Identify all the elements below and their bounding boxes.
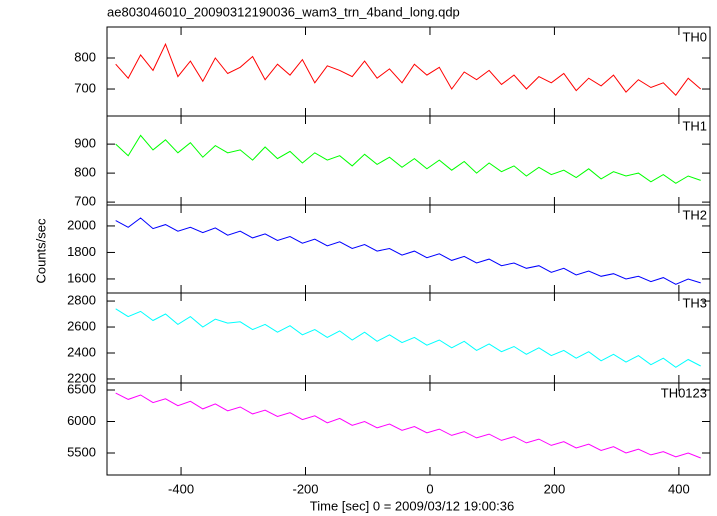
y-tick-label: 1800 — [67, 244, 96, 259]
y-tick-label: 800 — [74, 165, 96, 180]
legend-label: TH0 — [682, 29, 707, 44]
panel-frame — [106, 382, 711, 476]
x-tick-label: 400 — [668, 481, 690, 496]
y-tick-label: 700 — [74, 80, 96, 95]
x-tick-label: 0 — [426, 481, 433, 496]
y-tick-label: 6000 — [67, 413, 96, 428]
x-tick-label: 200 — [544, 481, 566, 496]
y-tick-label: 700 — [74, 194, 96, 209]
y-tick-label: 2000 — [67, 217, 96, 232]
panel-frame — [106, 115, 711, 206]
x-tick-label: -400 — [168, 481, 194, 496]
panel-frame — [106, 26, 711, 117]
y-tick-label: 2800 — [67, 292, 96, 307]
legend-label: TH3 — [682, 295, 707, 310]
y-tick-label: 2200 — [67, 370, 96, 385]
x-axis-label: Time [sec] 0 = 2009/03/12 19:00:36 — [310, 498, 514, 513]
y-tick-label: 5500 — [67, 444, 96, 459]
panel-frame — [106, 292, 711, 384]
legend-label: TH1 — [682, 118, 707, 133]
y-axis-label: Counts/sec — [33, 218, 48, 284]
y-tick-label: 2400 — [67, 344, 96, 359]
data-line — [115, 217, 701, 285]
panel-frame — [106, 204, 711, 294]
chart-title: ae803046010_20090312190036_wam3_trn_4ban… — [107, 4, 460, 19]
y-tick-label: 2600 — [67, 318, 96, 333]
y-tick-label: 6500 — [67, 381, 96, 396]
data-line — [115, 42, 702, 96]
legend-label: TH2 — [682, 207, 707, 222]
data-line — [115, 308, 701, 368]
legend-label: TH0123 — [661, 385, 707, 400]
y-tick-label: 800 — [74, 49, 96, 64]
x-tick-label: -200 — [292, 481, 318, 496]
data-line — [115, 392, 701, 459]
y-tick-label: 1600 — [67, 270, 96, 285]
y-tick-label: 900 — [74, 136, 96, 151]
data-line — [115, 134, 701, 184]
